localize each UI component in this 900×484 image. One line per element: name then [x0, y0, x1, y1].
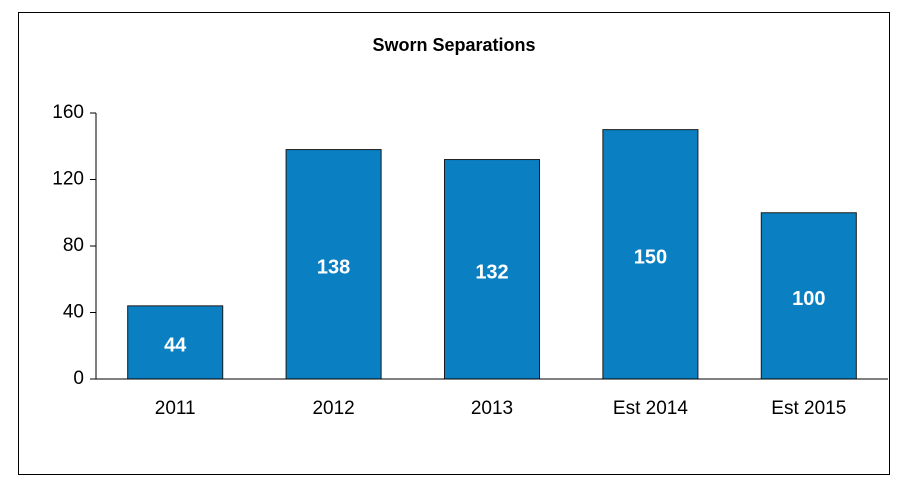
bar: [443, 159, 541, 380]
data-label: 132: [475, 262, 508, 284]
bar: [602, 129, 699, 380]
x-tick-label: Est 2015: [771, 398, 846, 419]
bar: [285, 149, 382, 380]
x-tick-label: 2011: [155, 398, 196, 419]
y-tick-label: 40: [63, 302, 84, 323]
y-tick-label: 0: [73, 368, 84, 389]
data-label: 150: [634, 247, 667, 269]
bar: [127, 305, 224, 380]
data-label: 44: [164, 335, 187, 357]
y-tick-label: 120: [52, 169, 84, 190]
data-label: 100: [792, 288, 825, 310]
y-tick-label: 80: [63, 235, 84, 256]
data-label: 138: [317, 257, 350, 279]
x-tick-label: 2013: [471, 398, 513, 419]
y-tick-label: 160: [52, 102, 84, 123]
x-tick-label: Est 2014: [613, 398, 688, 419]
chart-title: Sworn Separations: [372, 35, 535, 55]
bar: [760, 212, 857, 380]
x-tick-label: 2012: [312, 398, 354, 419]
